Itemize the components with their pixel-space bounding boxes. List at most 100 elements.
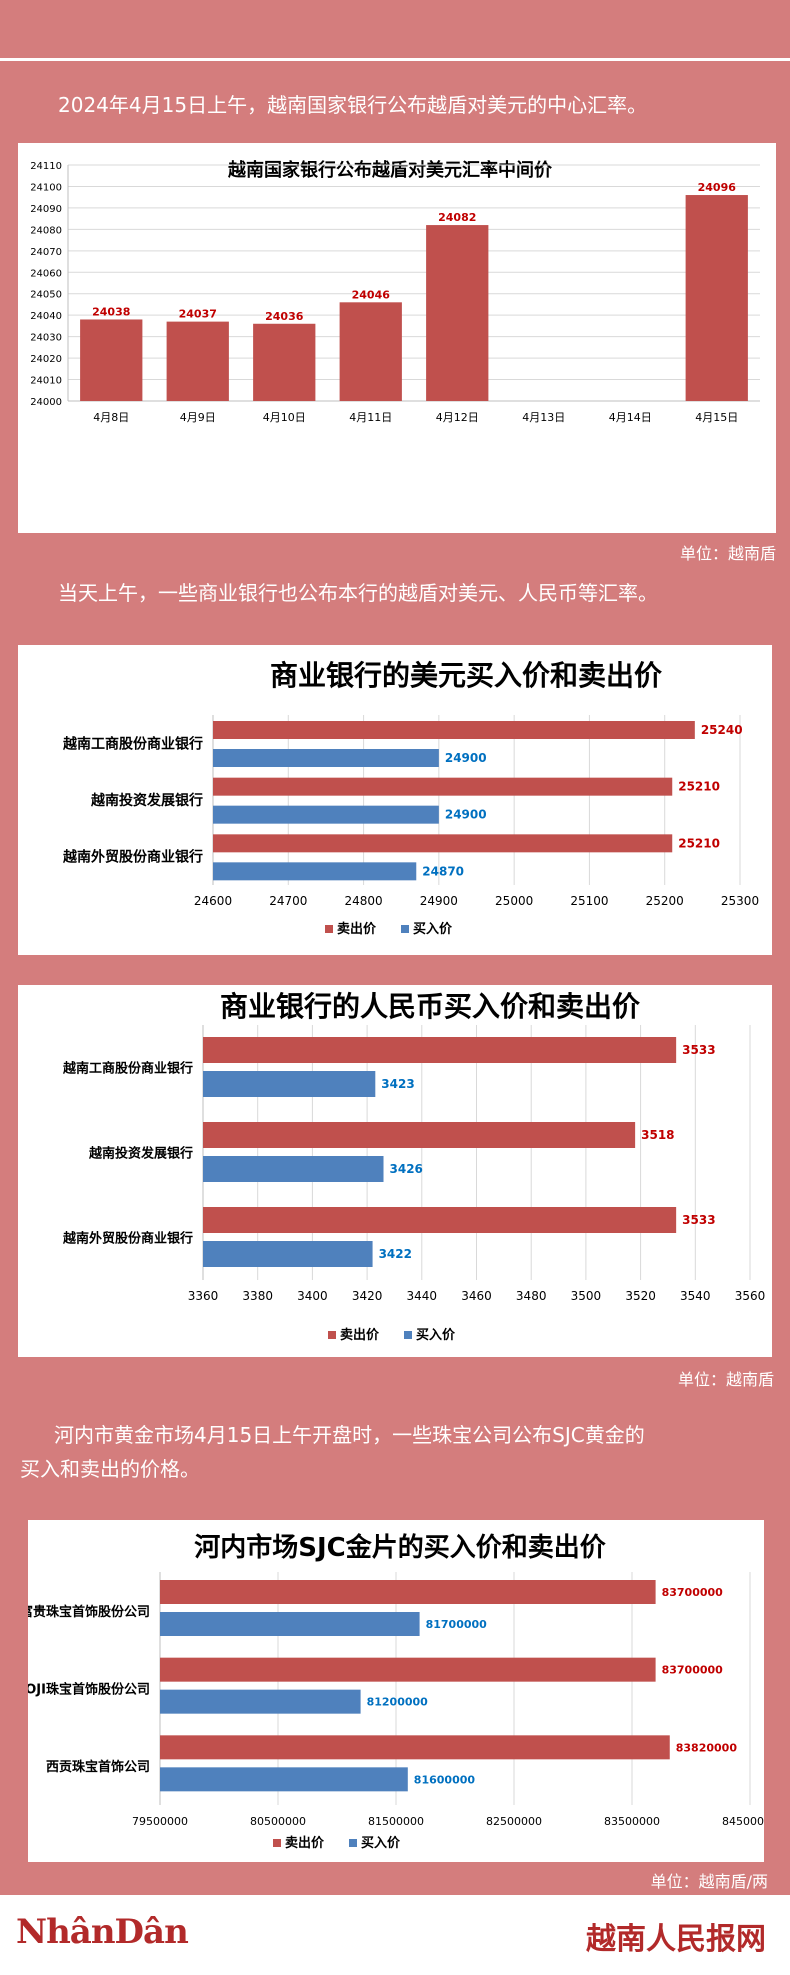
chart1-x-tick: 4月9日	[180, 411, 216, 424]
chart1-data-label: 24037	[179, 308, 217, 321]
chart4-legend-swatch	[273, 1839, 281, 1847]
chart1-bar	[339, 302, 402, 401]
top-divider	[0, 58, 790, 61]
chart2-category-label: 越南外贸股份商业银行	[62, 849, 203, 866]
chart1-x-tick: 4月11日	[349, 411, 392, 424]
chart3-legend-swatch	[328, 1331, 336, 1339]
chart3-legend-label: 卖出价	[340, 1327, 380, 1343]
chart4-category-label: DOJI珠宝首饰股份公司	[28, 1682, 150, 1698]
chart1-bar	[426, 225, 489, 401]
chart4-legend-swatch	[349, 1839, 357, 1847]
site-name-logo[interactable]: 越南人民报网	[586, 1922, 766, 1957]
chart2-bar-buy	[213, 749, 439, 767]
chart1-y-tick: 24080	[30, 225, 62, 236]
chart3-data-label: 3533	[682, 1043, 715, 1057]
chart3-x-tick: 3440	[407, 1289, 438, 1303]
chart1-data-label: 24046	[352, 288, 391, 301]
chart4-category-label: 富贵珠宝首饰股份公司	[28, 1604, 150, 1620]
chart1-data-label: 24096	[698, 181, 737, 194]
chart2-usd-rates: 商业银行的美元买入价和卖出价 24600 24700 24800 24900 25000 2…	[62, 659, 759, 937]
chart4-data-label: 81700000	[426, 1618, 488, 1631]
chart3-legend-label: 买入价	[416, 1328, 456, 1343]
chart3-x-tick: 3540	[680, 1289, 711, 1303]
chart1-y-tick: 24100	[30, 182, 62, 193]
chart2-x-tick: 24700	[269, 894, 307, 908]
chart4-x-tick: 80500000	[250, 1815, 306, 1828]
chart2-x-tick: 25000	[495, 894, 533, 908]
chart3-data-label: 3533	[682, 1213, 715, 1227]
chart1-bar	[685, 195, 748, 401]
chart3-x-tick: 3360	[188, 1289, 219, 1303]
chart1-y-tick: 24070	[30, 247, 62, 258]
chart1-data-label: 24038	[92, 305, 130, 318]
chart2-legend-label: 买入价	[413, 922, 453, 937]
chart1-x-tick: 4月8日	[93, 411, 129, 424]
chart2-data-label: 24870	[422, 864, 464, 878]
chart4-x-tick: 84500000	[722, 1815, 764, 1828]
chart3-data-label: 3422	[379, 1247, 412, 1261]
chart4-panel: 河内市场SJC金片的买入价和卖出价 79500000 80500000 8150000…	[14, 1520, 778, 1862]
chart1-y-tick: 24110	[30, 161, 62, 172]
chart3-data-label: 3518	[641, 1128, 674, 1142]
chart4-data-label: 83700000	[662, 1664, 724, 1677]
chart4-x-tick: 81500000	[368, 1815, 424, 1828]
chart3-category-label: 越南工商股份商业银行	[62, 1061, 193, 1077]
chart4-bar-sell	[160, 1735, 670, 1760]
chart1-bar	[166, 321, 229, 401]
footer	[0, 1895, 790, 1975]
chart3-x-tick: 3560	[735, 1289, 766, 1303]
chart4-legend-label: 买入价	[361, 1836, 401, 1851]
chart2-bar-buy	[213, 805, 439, 824]
chart2-data-label: 25240	[701, 723, 743, 737]
chart1-x-tick: 4月15日	[695, 411, 738, 424]
chart3-bar-sell	[203, 1122, 636, 1148]
chart3-legend-swatch	[404, 1331, 412, 1339]
para3-text: 河内市黄金市场4月15日上午开盘时，一些珠宝公司公布SJC黄金的 买入和卖出的价…	[20, 1418, 780, 1486]
chart4-bar-buy	[160, 1612, 420, 1636]
chart3-category-label: 越南投资发展银行	[88, 1146, 193, 1162]
chart4-bar-sell	[160, 1657, 656, 1682]
chart4-x-tick: 83500000	[604, 1815, 660, 1828]
chart2-bar-sell	[213, 721, 695, 739]
chart3-bar-buy	[203, 1241, 373, 1267]
intro-text: 2024年4月15日上午，越南国家银行公布越盾对美元的中心汇率。	[58, 93, 648, 117]
chart3-data-label: 3423	[381, 1077, 414, 1091]
chart3-x-tick: 3500	[571, 1289, 602, 1303]
chart3-x-tick: 3380	[242, 1289, 273, 1303]
chart3-bar-sell	[203, 1037, 677, 1063]
chart4-bar-sell	[160, 1580, 656, 1604]
chart2-title: 商业银行的美元买入价和卖出价	[270, 659, 663, 692]
chart1-y-tick: 24040	[30, 311, 62, 322]
chart2-x-tick: 24800	[344, 894, 382, 908]
chart2-data-label: 24900	[445, 808, 487, 822]
chart1-y-tick: 24060	[30, 268, 62, 279]
chart3-bar-buy	[203, 1156, 384, 1182]
nhandan-logo[interactable]: NhânDân	[16, 1912, 189, 1952]
chart4-data-label: 81200000	[367, 1696, 429, 1709]
chart2-x-tick: 25300	[721, 894, 759, 908]
chart1-x-tick: 4月12日	[436, 411, 479, 424]
chart1-y-tick: 24050	[30, 290, 62, 301]
chart2-x-tick: 25200	[646, 894, 684, 908]
chart3-category-label: 越南外贸股份商业银行	[62, 1231, 193, 1247]
chart2-legend-label: 卖出价	[337, 921, 377, 937]
chart2-legend-swatch	[325, 925, 333, 933]
chart2-bar-buy	[213, 862, 417, 881]
chart2-data-label: 25210	[678, 836, 720, 850]
chart2-data-label: 24900	[445, 751, 487, 765]
unit-label-1: 单位：越南盾	[679, 544, 776, 563]
chart1-bar	[253, 323, 316, 401]
chart1-bar	[80, 319, 143, 401]
chart4-x-tick: 79500000	[132, 1815, 188, 1828]
chart2-bar-sell	[213, 777, 673, 796]
chart2-x-tick: 25100	[570, 894, 608, 908]
para3-line1: 河内市黄金市场4月15日上午开盘时，一些珠宝公司公布SJC黄金的	[54, 1423, 645, 1447]
unit-label-3: 单位：越南盾/两	[650, 1872, 768, 1891]
chart3-x-tick: 3460	[461, 1289, 492, 1303]
chart2-category-label: 越南工商股份商业银行	[62, 735, 203, 752]
chart1-title: 越南国家银行公布越盾对美元汇率中间价	[227, 159, 553, 181]
chart3-panel: 商业银行的人民币买入价和卖出价 3360 3380 3400 3420 3440 3460 3…	[18, 985, 772, 1357]
chart3-x-tick: 3400	[297, 1289, 328, 1303]
chart2-x-tick: 24600	[194, 894, 232, 908]
para3-line2: 买入和卖出的价格。	[20, 1457, 200, 1481]
